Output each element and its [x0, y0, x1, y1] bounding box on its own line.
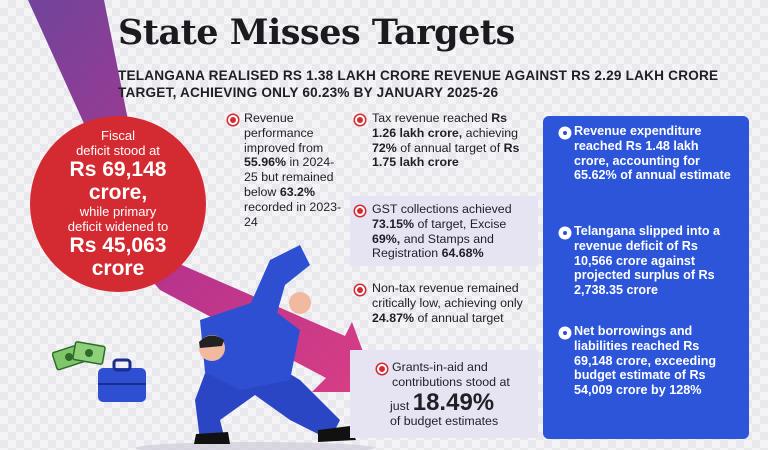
grants-text2: just	[390, 399, 413, 413]
gst-text2: of target, Excise	[414, 216, 507, 231]
revenue-expenditure-text: Revenue expenditure reached Rs 1.48 lakh…	[574, 124, 731, 183]
gst-value1: 73.15%	[372, 216, 415, 231]
revenue-deficit-text: Telangana slipped into a revenue deficit…	[574, 224, 721, 298]
gst-value3: 64.68%	[441, 246, 484, 261]
non-tax-text2: of annual target	[414, 310, 504, 325]
gst-text1: GST collections achieved	[372, 202, 512, 216]
revenue-performance-text2: in 2024-25 but remained below	[244, 155, 335, 199]
cash-icon	[52, 341, 106, 371]
deficit-circle: Fiscal deficit stood at Rs 69,148 crore,…	[30, 116, 206, 292]
page-subtitle: TELANGANA REALISED RS 1.38 LAKH CRORE RE…	[118, 68, 719, 100]
primary-deficit-unit: crore	[91, 257, 145, 280]
revenue-performance-block: Revenue performance improved from 55.96%…	[244, 111, 344, 229]
deficit-line2: deficit stood at	[76, 143, 160, 158]
tax-revenue-value3: Rs 1.75 lakh crore	[372, 140, 520, 170]
bullet-revenue-expenditure	[560, 128, 570, 138]
fiscal-deficit-amount: Rs 69,148	[69, 158, 167, 181]
bullet-tax-revenue	[355, 115, 365, 125]
bullet-revenue-performance	[228, 115, 238, 125]
fiscal-deficit-unit: crore,	[88, 181, 148, 204]
bullet-net-borrowings	[560, 328, 570, 338]
tax-revenue-value2: 72%	[372, 140, 397, 155]
bullet-grants	[377, 364, 387, 374]
grants-value: 18.49%	[412, 389, 495, 416]
grants-block: Grants-in-aid and contributions stood at	[392, 360, 536, 390]
revenue-performance-value1: 55.96%	[244, 155, 287, 170]
bullet-revenue-deficit	[560, 228, 570, 238]
net-borrowings-text: Net borrowings and liabilities reached R…	[574, 324, 717, 398]
revenue-performance-value2: 63.2%	[279, 184, 315, 199]
revenue-performance-text3: recorded in 2023-24	[244, 199, 342, 229]
tax-revenue-value1: Rs 1.26 lakh crore,	[372, 111, 508, 140]
deficit-line1: Fiscal	[101, 128, 135, 143]
revenue-performance-text1: Revenue performance improved from	[244, 111, 324, 155]
tax-revenue-text3: of annual target of	[396, 140, 501, 155]
non-tax-block: Non-tax revenue remained critically low,…	[372, 281, 534, 325]
primary-deficit-amount: Rs 45,063	[69, 234, 167, 257]
gst-value2: 69%,	[372, 231, 401, 246]
gst-shaded-box	[350, 196, 538, 266]
tax-revenue-text2: achieving	[462, 125, 519, 140]
deficit-line3: while primary	[79, 204, 157, 219]
tax-revenue-text1: Tax revenue reached	[372, 111, 488, 125]
bullet-gst	[355, 206, 365, 216]
bullet-non-tax	[355, 285, 365, 295]
non-tax-value1: 24.87%	[372, 310, 415, 325]
deficit-line4: deficit widened to	[67, 219, 169, 234]
tax-revenue-block: Tax revenue reached Rs 1.26 lakh crore, …	[372, 111, 532, 170]
businessman-illustration	[98, 245, 375, 450]
gst-block: GST collections achieved 73.15% of targe…	[372, 202, 534, 261]
page-title: State Misses Targets	[118, 12, 515, 53]
gst-text3: and Stamps and Registration	[372, 231, 494, 261]
grants-block-lower: just 18.49% of budget estimates	[390, 389, 538, 429]
blue-highlights-panel	[543, 116, 749, 439]
grants-text3: of budget estimates	[390, 414, 499, 428]
non-tax-text1: Non-tax revenue remained critically low,…	[372, 281, 523, 310]
grants-text1: Grants-in-aid and contributions stood at	[392, 360, 510, 389]
arrow-shaft	[28, 0, 378, 392]
